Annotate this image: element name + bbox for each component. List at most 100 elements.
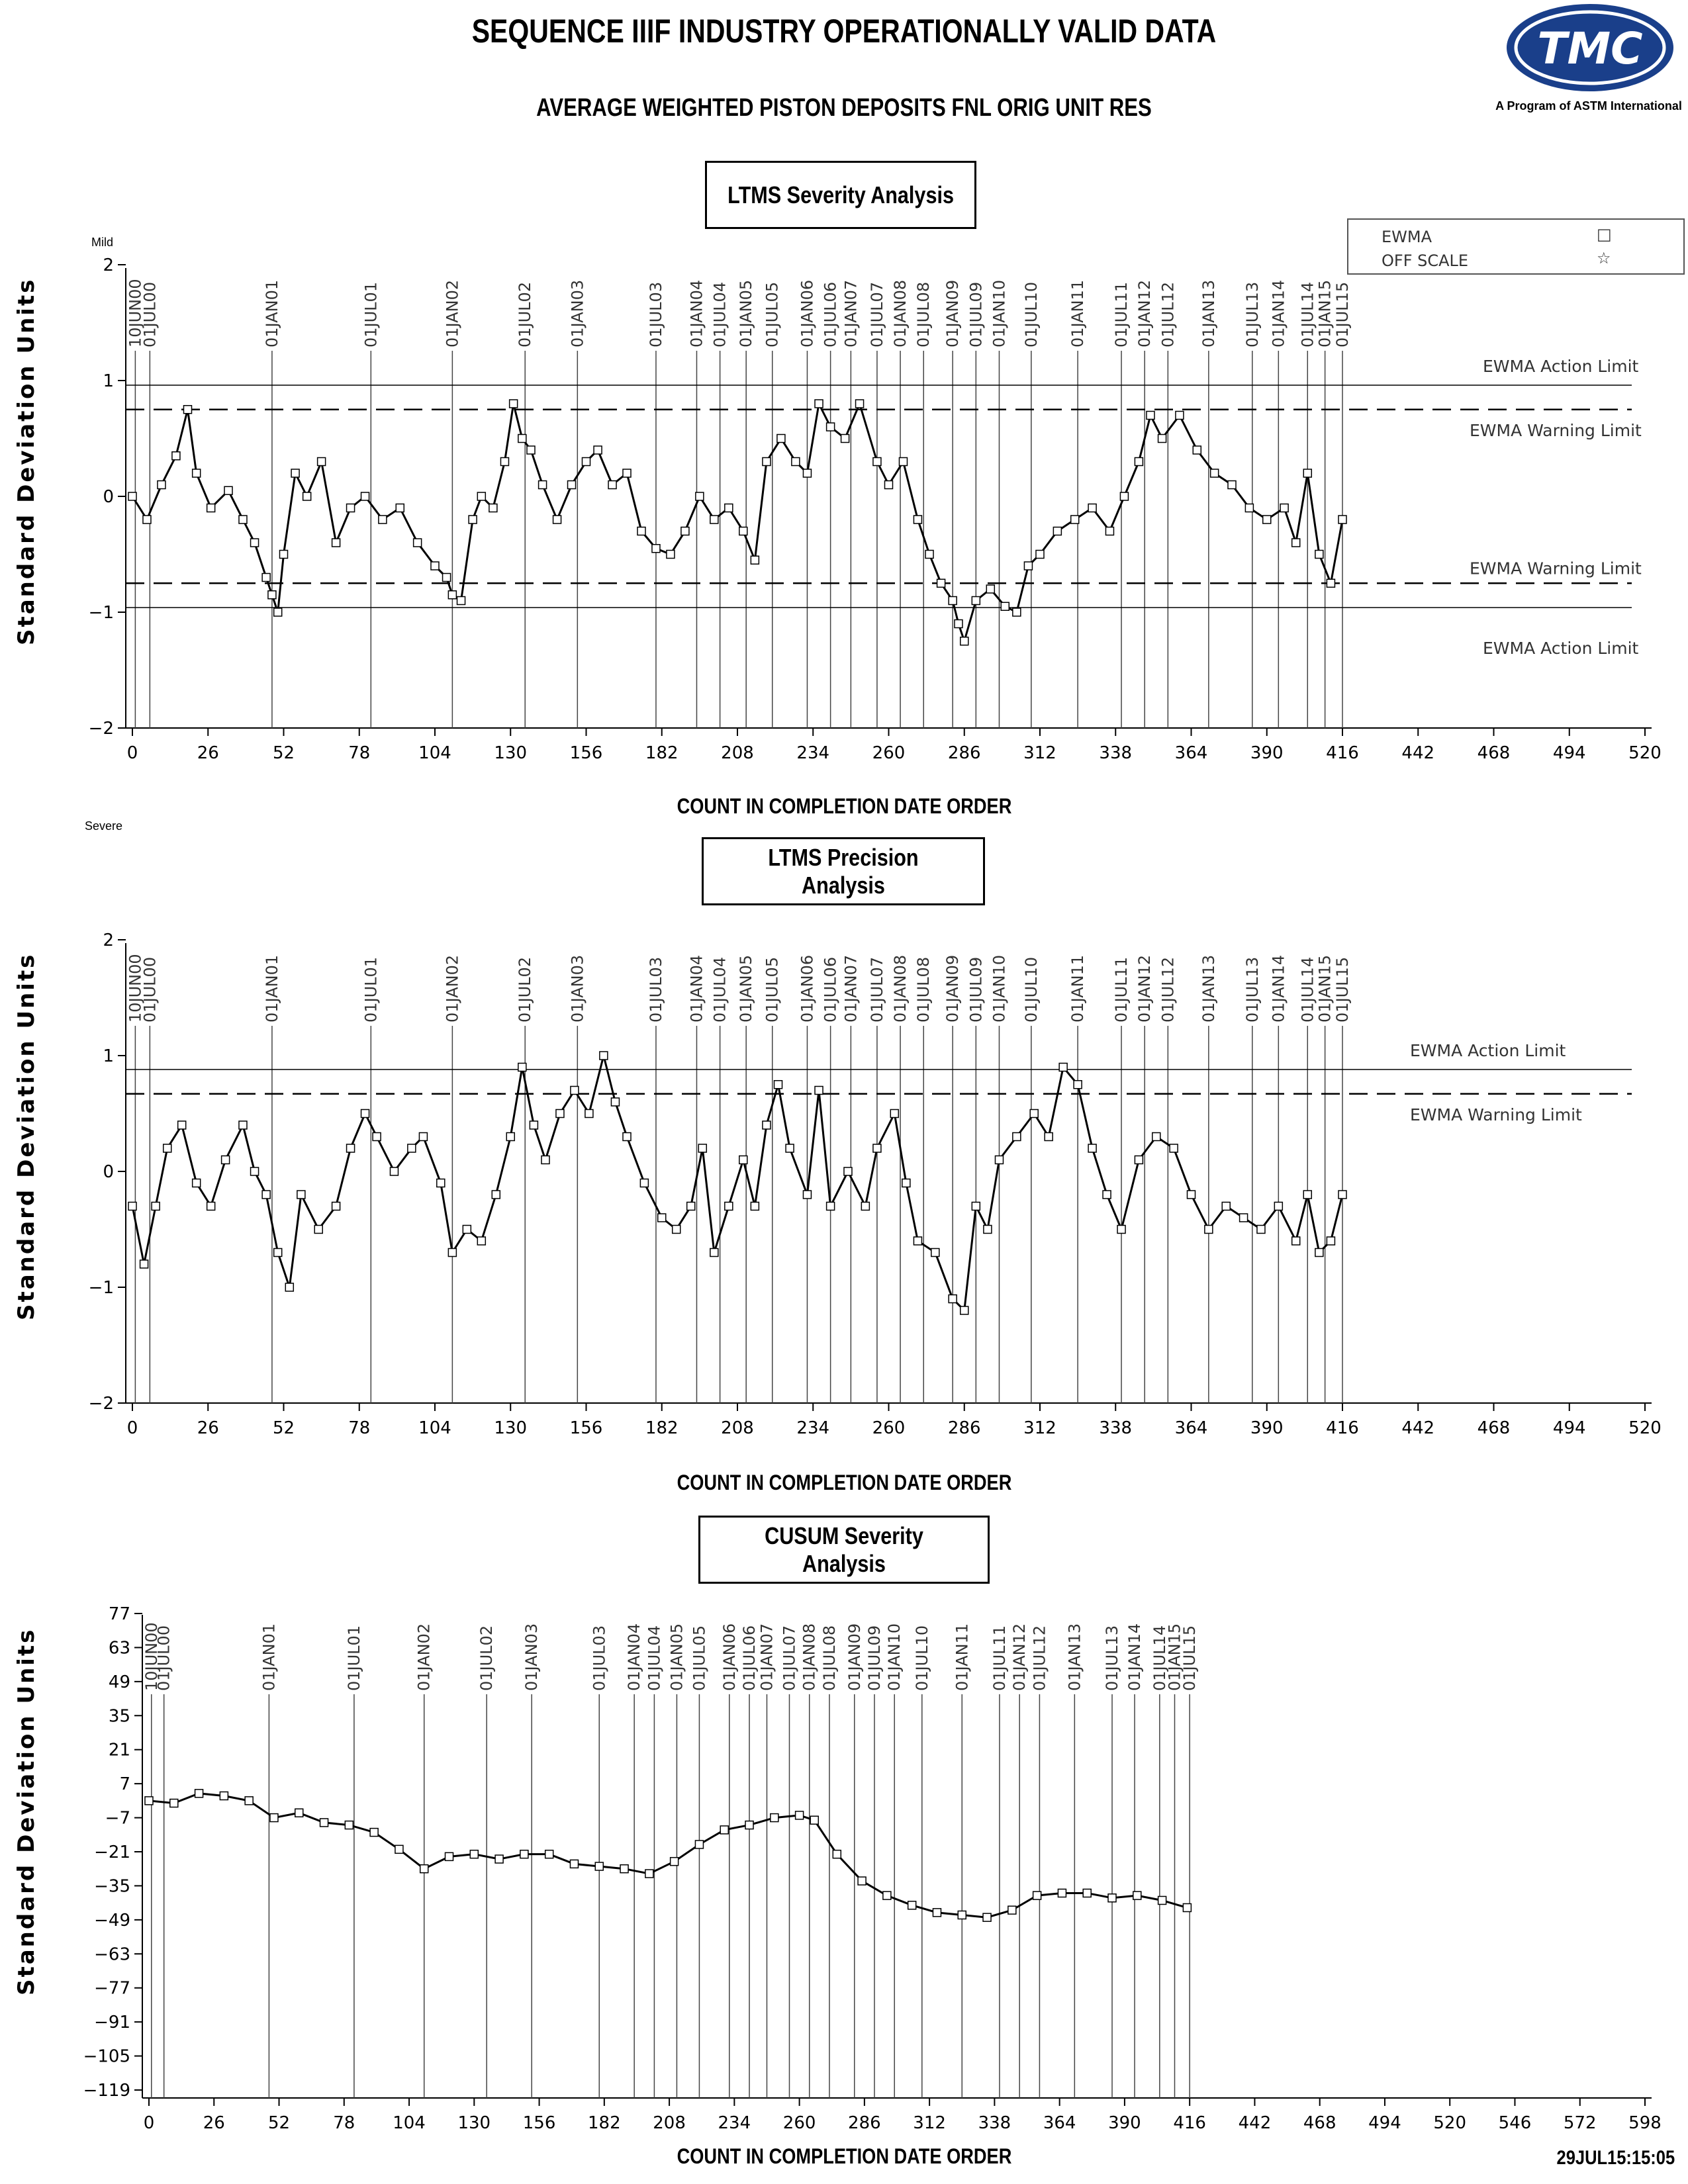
- date-marker-label: 01JUL03: [647, 957, 665, 1023]
- data-point: [1023, 561, 1033, 570]
- date-marker-label: 01JUL15: [1180, 1625, 1199, 1691]
- x-tick-label: 26: [197, 743, 219, 763]
- date-marker-label: 01JAN02: [415, 1623, 434, 1691]
- data-point: [541, 1155, 550, 1165]
- data-point: [567, 480, 577, 490]
- x-tick-label: 78: [348, 743, 370, 763]
- data-point: [925, 549, 934, 559]
- severity-panel-title: LTMS Severity Analysis: [705, 161, 976, 229]
- x-tick-label: 156: [523, 2113, 556, 2133]
- data-point: [219, 1791, 229, 1801]
- data-point: [651, 544, 661, 553]
- data-point: [389, 1167, 399, 1176]
- data-point: [1186, 1190, 1196, 1199]
- date-marker-label: 01JUL06: [740, 1625, 759, 1691]
- date-marker-label: 01JUL02: [516, 957, 534, 1023]
- data-point: [1157, 1895, 1167, 1905]
- x-tick-label: 156: [570, 743, 603, 763]
- date-marker-label: 01JUL12: [1030, 1625, 1049, 1691]
- x-tick-label: 312: [1023, 743, 1056, 763]
- date-marker-label: 01JAN13: [1065, 1623, 1084, 1691]
- data-point: [1012, 608, 1021, 617]
- data-point: [739, 1155, 748, 1165]
- data-point: [695, 492, 704, 501]
- data-point: [610, 1097, 620, 1107]
- y-tick-label: −1: [89, 1278, 114, 1298]
- data-point: [520, 1849, 529, 1859]
- date-marker-label: 01JUL05: [763, 282, 782, 347]
- data-point: [1102, 1190, 1111, 1199]
- data-point: [1227, 480, 1237, 490]
- data-point: [680, 526, 690, 536]
- severity-title-text: LTMS Severity Analysis: [727, 181, 954, 208]
- timestamp: 29JUL15:15:05: [1536, 2147, 1675, 2169]
- x-tick-label: 182: [588, 2113, 621, 2133]
- date-marker-label: 01JUL02: [516, 282, 534, 347]
- date-marker-label: 01JAN11: [1068, 955, 1087, 1023]
- data-point: [447, 1248, 457, 1257]
- timestamp-text: 29JUL15:15:05: [1556, 2147, 1675, 2169]
- data-point: [810, 1815, 820, 1825]
- date-marker-label: 01JAN12: [1010, 1623, 1029, 1691]
- data-point: [378, 515, 387, 524]
- data-point: [1000, 602, 1010, 611]
- data-point: [177, 1120, 187, 1130]
- data-point: [802, 1190, 812, 1199]
- date-marker-label: 01JUL06: [821, 957, 840, 1023]
- data-point: [346, 1144, 355, 1153]
- date-marker-label: 01JUL04: [711, 957, 729, 1023]
- data-point: [585, 1109, 594, 1118]
- x-tick-label: 130: [457, 2113, 491, 2133]
- data-point: [666, 549, 675, 559]
- data-point: [686, 1201, 696, 1211]
- data-point: [861, 1201, 870, 1211]
- date-marker-label: 01JUL09: [966, 282, 985, 347]
- date-marker-label: 01JAN13: [1199, 955, 1218, 1023]
- data-point: [314, 1224, 323, 1234]
- date-marker-label: 01JUL08: [914, 957, 933, 1023]
- date-marker-label: 01JAN07: [841, 955, 860, 1023]
- data-point: [802, 469, 812, 478]
- date-marker-label: 01JUL13: [1243, 282, 1262, 347]
- tmc-logo-graphic: TMC: [1507, 4, 1673, 91]
- data-point: [1256, 1224, 1266, 1234]
- tmc-logo: TMC A Program of ASTM International: [1493, 0, 1685, 119]
- data-point: [1134, 457, 1144, 467]
- data-point: [1134, 1155, 1144, 1165]
- page-subtitle: AVERAGE WEIGHTED PISTON DEPOSITS FNL ORI…: [536, 94, 1152, 122]
- data-point: [144, 1796, 154, 1805]
- data-point: [637, 526, 646, 536]
- legend: EWMA □ OFF SCALE ☆: [1347, 218, 1685, 275]
- date-marker-label: 01JUL14: [1150, 1625, 1169, 1691]
- data-point: [1058, 1062, 1068, 1072]
- x-tick-label: 234: [796, 743, 829, 763]
- cusum-chart: 77 63 49 35 21 7 −7 −21 −35 −49 −63 −77 −91 −105 −119 0…: [83, 1604, 1662, 2133]
- data-point: [369, 1827, 379, 1837]
- data-point: [412, 538, 422, 547]
- data-point: [128, 492, 137, 501]
- data-point: [444, 1852, 454, 1862]
- date-marker-label: 01JAN15: [1316, 280, 1335, 347]
- x-tick-label: 494: [1368, 2113, 1401, 2133]
- data-point: [1338, 515, 1347, 524]
- y-tick-label: −2: [89, 719, 114, 739]
- date-marker-label: 01JUL12: [1158, 957, 1177, 1023]
- data-point: [261, 572, 271, 582]
- data-point: [1291, 1236, 1301, 1246]
- x-tick-label: 260: [783, 2113, 816, 2133]
- date-marker-label: 01JAN01: [263, 280, 281, 347]
- data-point: [694, 1840, 704, 1849]
- data-point: [1157, 433, 1167, 443]
- data-point: [1204, 1224, 1213, 1234]
- data-point: [269, 1813, 279, 1823]
- data-point: [1073, 1080, 1082, 1089]
- x-tick-label: 416: [1326, 1418, 1359, 1438]
- data-point: [494, 1854, 504, 1864]
- data-point: [1107, 1893, 1117, 1903]
- data-point: [518, 1062, 527, 1072]
- date-marker-label: 01JAN06: [720, 1623, 739, 1691]
- y-tick-label: −35: [94, 1876, 130, 1896]
- data-point: [462, 1224, 472, 1234]
- date-marker-label: 01JUL02: [477, 1625, 496, 1691]
- date-marker-label: 01JAN11: [953, 1623, 971, 1691]
